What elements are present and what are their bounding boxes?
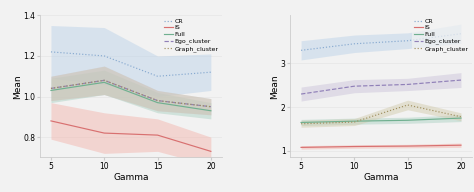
- IS: [405, 145, 410, 147]
- Y-axis label: Mean: Mean: [13, 74, 22, 99]
- Ego_cluster: [48, 87, 54, 90]
- Ego_cluster: [458, 79, 464, 81]
- CR: [458, 33, 464, 35]
- Line: Graph_cluster: Graph_cluster: [51, 80, 211, 107]
- Graph_cluster: [405, 104, 410, 106]
- IS: [208, 150, 214, 152]
- Y-axis label: Mean: Mean: [270, 74, 279, 99]
- Graph_cluster: [208, 106, 214, 108]
- IS: [155, 134, 160, 136]
- CR: [352, 43, 357, 45]
- Graph_cluster: [352, 121, 357, 123]
- Full: [155, 102, 160, 104]
- Line: CR: CR: [301, 34, 461, 50]
- X-axis label: Gamma: Gamma: [113, 173, 149, 182]
- Full: [48, 89, 54, 92]
- Full: [298, 121, 304, 124]
- Line: IS: IS: [51, 121, 211, 151]
- Line: IS: IS: [301, 145, 461, 147]
- IS: [298, 146, 304, 149]
- CR: [208, 71, 214, 73]
- Full: [101, 81, 107, 84]
- Graph_cluster: [155, 99, 160, 102]
- Line: CR: CR: [51, 52, 211, 76]
- Full: [352, 120, 357, 122]
- Graph_cluster: [48, 87, 54, 90]
- Ego_cluster: [155, 99, 160, 102]
- Line: Full: Full: [51, 82, 211, 111]
- Ego_cluster: [208, 106, 214, 108]
- Line: Ego_cluster: Ego_cluster: [301, 80, 461, 94]
- CR: [405, 40, 410, 42]
- Graph_cluster: [298, 123, 304, 125]
- Full: [208, 110, 214, 112]
- CR: [298, 49, 304, 51]
- Line: Graph_cluster: Graph_cluster: [301, 105, 461, 124]
- Line: Full: Full: [301, 118, 461, 122]
- CR: [48, 51, 54, 53]
- Legend: CR, IS, Full, Ego_cluster, Graph_cluster: CR, IS, Full, Ego_cluster, Graph_cluster: [412, 17, 470, 54]
- Ego_cluster: [298, 93, 304, 95]
- IS: [48, 120, 54, 122]
- Full: [405, 119, 410, 121]
- Legend: CR, IS, Full, Ego_cluster, Graph_cluster: CR, IS, Full, Ego_cluster, Graph_cluster: [162, 17, 220, 54]
- Ego_cluster: [352, 85, 357, 87]
- CR: [101, 55, 107, 57]
- Line: Ego_cluster: Ego_cluster: [51, 80, 211, 107]
- Ego_cluster: [405, 83, 410, 86]
- Graph_cluster: [458, 116, 464, 118]
- Ego_cluster: [101, 79, 107, 81]
- IS: [101, 132, 107, 134]
- CR: [155, 75, 160, 77]
- Graph_cluster: [101, 79, 107, 81]
- IS: [458, 144, 464, 146]
- IS: [352, 145, 357, 148]
- X-axis label: Gamma: Gamma: [363, 173, 399, 182]
- Full: [458, 117, 464, 119]
